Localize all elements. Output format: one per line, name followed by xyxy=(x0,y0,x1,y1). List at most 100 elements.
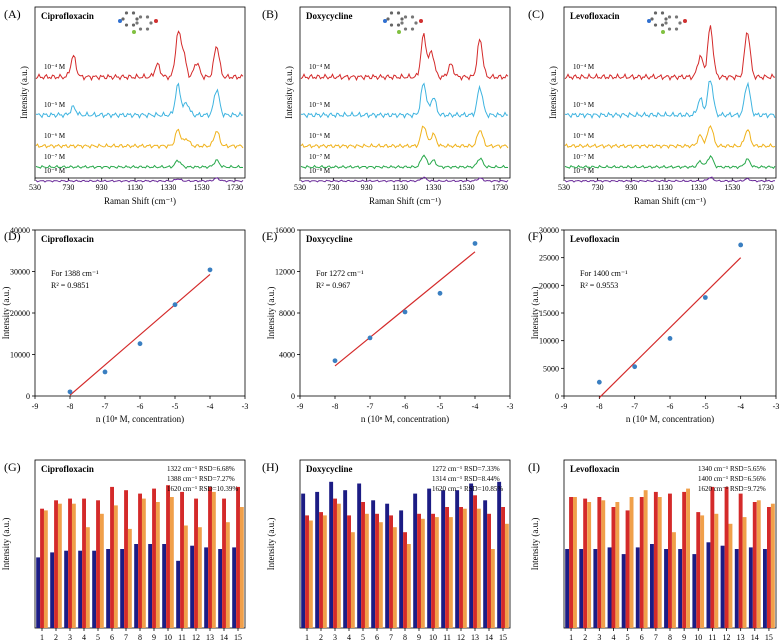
spectrum-line xyxy=(300,154,509,170)
bar xyxy=(155,502,160,628)
x-axis-label: Raman Shift (cm⁻¹) xyxy=(369,196,441,206)
bar xyxy=(686,488,690,628)
bar xyxy=(106,549,111,628)
atom xyxy=(667,27,672,31)
x-tick-label: 1730 xyxy=(492,183,508,192)
bar xyxy=(583,498,588,628)
x-tick-label: 1330 xyxy=(425,183,441,192)
x-tick-label: 1130 xyxy=(657,183,673,192)
x-tick-label: -7 xyxy=(631,402,638,411)
bar xyxy=(71,503,76,628)
atom xyxy=(389,23,394,27)
bar xyxy=(406,544,411,628)
fit-annotation: For 1272 cm⁻¹ xyxy=(316,269,364,278)
x-tick-label: 15 xyxy=(234,633,242,640)
bar xyxy=(678,549,683,628)
data-point xyxy=(207,267,213,273)
bar xyxy=(239,507,244,628)
bar xyxy=(413,493,418,628)
x-tick-label: 15 xyxy=(765,633,773,640)
fit-annotation: R² = 0.9851 xyxy=(51,281,89,290)
x-tick-label: -9 xyxy=(297,402,304,411)
concentration-label: 10⁻⁸ M xyxy=(44,167,66,175)
atom xyxy=(121,17,125,21)
atom xyxy=(403,15,408,19)
fit-annotation: For 1388 cm⁻¹ xyxy=(51,269,99,278)
bar xyxy=(124,490,128,628)
y-axis-label: Intensity (a.u.) xyxy=(530,518,540,571)
bar xyxy=(763,549,767,628)
x-tick-label: -5 xyxy=(172,402,179,411)
x-tick-label: 10 xyxy=(429,633,437,640)
x-tick-label: 11 xyxy=(709,633,717,640)
y-tick-label: 5000 xyxy=(543,364,559,373)
bar xyxy=(225,522,230,628)
atom xyxy=(674,27,679,31)
x-tick-label: 530 xyxy=(558,183,570,192)
panel-e: (E) Intensity (a.u.) -9 -8 -7 -6 -5 -4 -3 0 4000 80… xyxy=(262,226,513,424)
x-tick-label: 9 xyxy=(682,633,686,640)
bar xyxy=(706,542,711,628)
atom xyxy=(653,23,658,27)
bar xyxy=(211,491,216,628)
x-tick-label: 730 xyxy=(592,183,604,192)
bar xyxy=(403,532,407,628)
bar xyxy=(54,500,58,628)
x-tick-label: 7 xyxy=(389,633,393,640)
legend-rsd: RSD=5.65% xyxy=(730,465,766,473)
fit-line xyxy=(69,273,211,396)
bar xyxy=(573,497,577,628)
legend-wavenumber: 1620 cm⁻¹ xyxy=(167,485,197,493)
bar xyxy=(569,497,573,628)
x-tick-label: -4 xyxy=(472,402,479,411)
x-tick-label: 2 xyxy=(319,633,323,640)
bar xyxy=(417,513,421,628)
chart-title: Doxycycline xyxy=(306,11,353,21)
atom xyxy=(664,17,668,21)
atom xyxy=(135,17,139,21)
bar xyxy=(389,515,393,628)
concentration-label: 10⁻⁶ M xyxy=(309,132,331,140)
chart-title: Doxycycline xyxy=(306,464,353,474)
bar xyxy=(169,497,174,628)
y-tick-label: 15000 xyxy=(539,309,559,318)
panel-letter: (A) xyxy=(4,7,21,21)
bar xyxy=(50,552,55,628)
bar xyxy=(621,554,626,628)
data-point xyxy=(472,241,478,246)
bar xyxy=(487,513,491,628)
x-tick-label: -6 xyxy=(137,402,144,411)
legend-wavenumber: 1340 cm⁻¹ xyxy=(698,465,728,473)
bar xyxy=(650,544,654,628)
bar xyxy=(770,503,775,628)
legend-wavenumber: 1272 cm⁻¹ xyxy=(432,465,462,473)
bar xyxy=(218,549,223,628)
bar xyxy=(110,486,114,628)
y-tick-label: 0 xyxy=(26,392,30,401)
panel-letter: (D) xyxy=(4,229,21,243)
bar xyxy=(639,497,644,628)
bar xyxy=(36,557,41,628)
atom xyxy=(410,15,415,19)
bar xyxy=(68,498,72,628)
panel-letter: (G) xyxy=(4,460,21,474)
bar xyxy=(208,486,212,628)
spectrum-line xyxy=(300,176,509,183)
bar xyxy=(696,512,701,628)
bar xyxy=(625,510,630,628)
x-tick-label: 1 xyxy=(40,633,44,640)
atom xyxy=(660,11,665,15)
y-tick-label: 0 xyxy=(555,392,559,401)
legend-rsd: RSD=10.39% xyxy=(199,485,238,493)
x-axis-label: n (10ⁿ M, concentration) xyxy=(96,414,184,424)
bar xyxy=(682,491,687,628)
bar xyxy=(96,500,100,628)
fit-annotation: R² = 0.967 xyxy=(316,281,350,290)
atom xyxy=(397,30,401,34)
atom xyxy=(414,21,418,25)
x-tick-label: 930 xyxy=(96,183,108,192)
panel-letter: (F) xyxy=(528,229,543,243)
bar xyxy=(113,505,118,628)
bar xyxy=(672,532,676,628)
molecule-icon xyxy=(647,11,687,34)
